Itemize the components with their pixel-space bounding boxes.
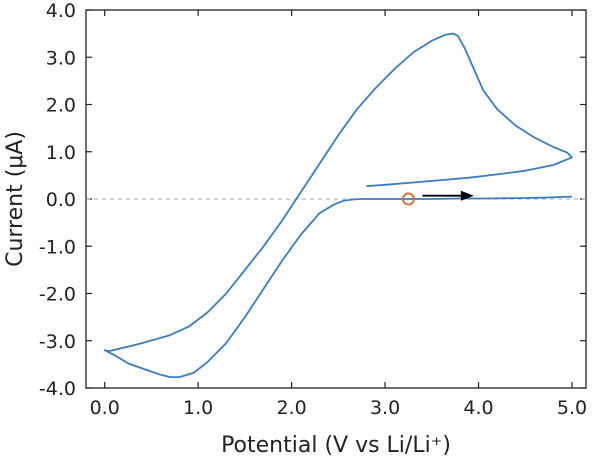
start-point-marker [402,192,415,206]
x-axis-label: Potential (V vs Li/Li⁺) [221,433,451,458]
x-tick-label: 2.0 [276,397,306,419]
y-tick-label: 3.0 [46,47,76,69]
x-tick-label: 1.0 [183,397,213,419]
x-tick-label: 0.0 [90,397,120,419]
y-tick-labels: 4.0 3.0 2.0 1.0 0.0 -1.0 -2.0 -3.0 -4.0 [39,0,76,400]
y-axis-label: Current (μA) [3,131,28,267]
x-tick-label: 3.0 [370,397,400,419]
y-tick-label: -2.0 [39,284,76,306]
x-tick-label: 5.0 [557,397,587,419]
x-tick-labels: 0.0 1.0 2.0 3.0 4.0 5.0 [90,397,588,419]
y-tick-label: -1.0 [39,236,76,258]
scan-direction-arrow [422,190,474,201]
y-tick-label: -3.0 [39,331,76,353]
x-tick-label: 4.0 [463,397,493,419]
y-tick-label: 4.0 [46,0,76,22]
y-tick-label: 1.0 [46,142,76,164]
y-tick-label: 2.0 [46,95,76,117]
current-trace-line [103,32,573,378]
y-tick-label: -4.0 [39,378,76,400]
y-tick-label: 0.0 [46,189,76,211]
